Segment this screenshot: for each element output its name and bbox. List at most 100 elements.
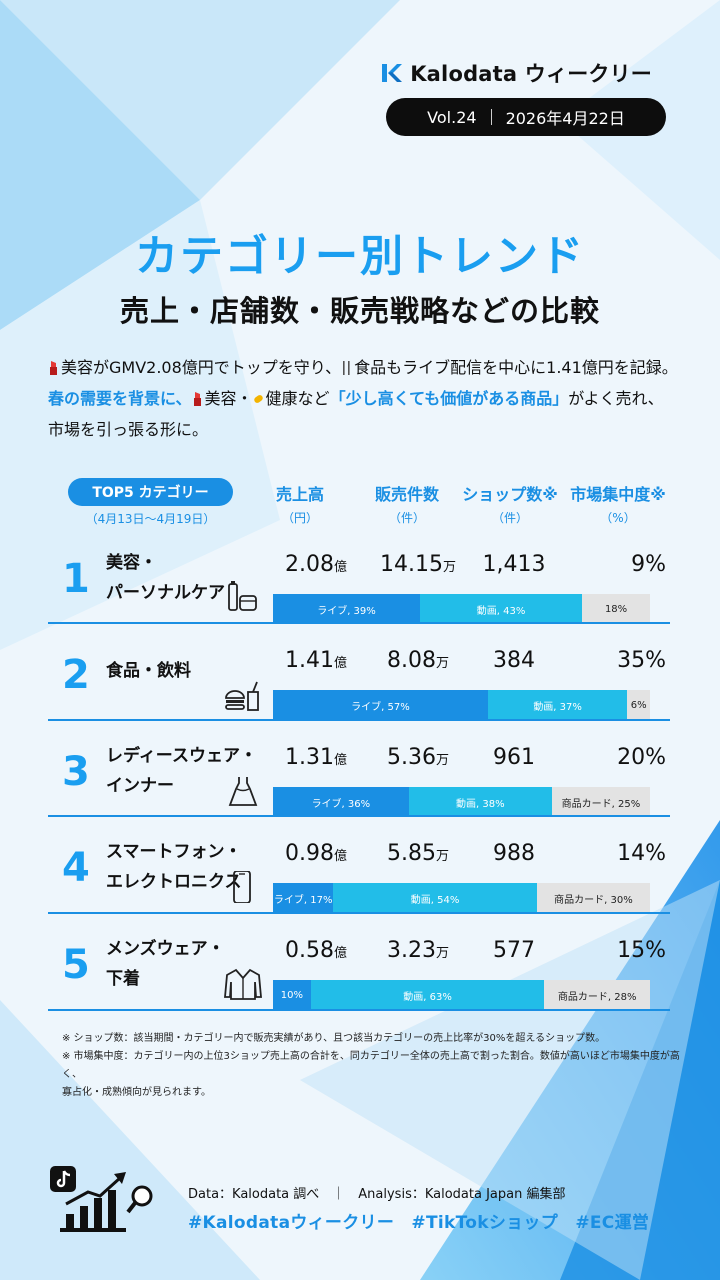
count-number: 5.85 <box>387 841 436 866</box>
bar-segment-video: 動画, 43% <box>420 594 583 624</box>
category-name-line: スマートフォン・ <box>106 842 242 862</box>
table-row: 2 食品・飲料 1.41億 8.08万 384 35% ライブ, 57% 動画, … <box>48 634 670 732</box>
sales-number: 2.08 <box>285 552 334 577</box>
kalodata-logo <box>382 64 403 82</box>
sales-unit: 億 <box>333 946 347 961</box>
count-number: 8.08 <box>387 648 436 673</box>
issue-pill: Vol.24 2026年4月22日 <box>386 98 666 136</box>
category-name-line: レディースウェア・ <box>106 746 257 766</box>
sales-value: 1.41億 <box>266 648 366 673</box>
category-name-line: 美容・ <box>106 553 157 573</box>
category-name: メンズウェア・ 下着 <box>106 934 225 994</box>
summary-part: 健康など <box>265 389 330 408</box>
bar-segment-other: 6% <box>627 690 650 720</box>
table-row: 5 メンズウェア・ 下着 0.58億 3.23万 577 15% 10% 動画, 6… <box>48 924 670 1022</box>
summary-part: 美容・ <box>204 389 253 408</box>
rank-number: 2 <box>62 652 90 698</box>
bar-segment-other: 18% <box>582 594 650 624</box>
smartphone-icon <box>223 870 263 904</box>
rank-number: 1 <box>62 556 90 602</box>
row-divider <box>48 622 670 624</box>
count-number: 3.23 <box>387 938 436 963</box>
column-unit-concentration: （%） <box>600 511 636 525</box>
count-unit: 万 <box>442 560 456 575</box>
sales-number: 1.31 <box>285 745 334 770</box>
sales-number: 0.58 <box>285 938 334 963</box>
summary-part: 食品もライブ配信を中心に1.41億円を記録。 <box>354 358 678 377</box>
footnote: ※ ショップ数：該当期間・カテゴリー内で販売実績があり、且つ該当カテゴリーの売上… <box>62 1033 606 1044</box>
bar-segment-video: 動画, 54% <box>333 883 537 913</box>
period-label: （4月13日～4月19日） <box>85 512 216 526</box>
lipstick-icon <box>50 361 57 375</box>
fork-knife-icon <box>343 361 350 375</box>
table-row: 4 スマートフォン・ エレクトロニクス 0.98億 5.85万 988 14% ラ… <box>48 827 670 925</box>
category-name: 食品・飲料 <box>106 661 191 681</box>
bar-segment-live: ライブ, 17% <box>273 883 334 913</box>
footnote: 寡占化・成熟傾向が見られます。 <box>62 1087 211 1098</box>
issue-separator <box>490 109 492 125</box>
category-name-line: エレクトロニクス <box>106 872 242 892</box>
sales-channel-bar: ライブ, 39% 動画, 43% 18% <box>273 594 650 624</box>
column-unit-shops: （件） <box>491 511 528 525</box>
rank-number: 5 <box>62 942 90 988</box>
lipstick-icon <box>193 392 201 406</box>
rank-number: 3 <box>62 749 90 795</box>
count-value: 3.23万 <box>366 938 470 963</box>
count-unit: 万 <box>435 849 449 864</box>
summary-text: 美容がGMV2.08億円でトップを守り、 食品もライブ配信を中心に1.41億円を記… <box>48 352 678 445</box>
count-value: 5.85万 <box>366 841 470 866</box>
count-unit: 万 <box>435 656 449 671</box>
shirt-icon <box>223 968 263 1000</box>
page-title: カテゴリー別トレンド <box>135 232 585 282</box>
concentration-value: 14% <box>617 841 666 866</box>
concentration-value: 20% <box>617 745 666 770</box>
bar-segment-video: 動画, 37% <box>487 690 628 720</box>
row-divider <box>48 719 670 721</box>
column-unit-sales: （円） <box>281 511 318 525</box>
analytics-icon <box>50 1166 153 1232</box>
sales-number: 0.98 <box>285 841 334 866</box>
count-number: 14.15 <box>380 552 443 577</box>
sales-channel-bar: ライブ, 57% 動画, 37% 6% <box>273 690 650 720</box>
sales-unit: 億 <box>333 849 347 864</box>
sales-value: 0.98億 <box>266 841 366 866</box>
row-divider <box>48 1009 670 1011</box>
category-name-line: パーソナルケア <box>106 583 225 603</box>
category-name-line: インナー <box>106 776 174 796</box>
column-header-sales: 売上高 <box>275 485 324 504</box>
issue-vol: Vol.24 <box>427 107 477 127</box>
brand: Kalodata ウィークリー <box>380 58 652 88</box>
shops-value: 1,413 <box>482 552 546 577</box>
sales-number: 1.41 <box>285 648 334 673</box>
top5-label: TOP5 カテゴリー <box>68 478 233 506</box>
summary-highlight: 「少し高くても価値がある商品」 <box>329 389 569 408</box>
food-drink-icon <box>223 680 263 712</box>
footnote: ※ 市場集中度：カテゴリー内の上位3ショップ売上高の合計を、同カテゴリー全体の売… <box>62 1051 680 1080</box>
shops-value: 961 <box>493 745 535 770</box>
shops-value: 577 <box>493 938 535 963</box>
category-name: 美容・パーソナルケア <box>106 548 225 608</box>
sales-unit: 億 <box>333 753 347 768</box>
footnotes: ※ ショップ数：該当期間・カテゴリー内で販売実績があり、且つ該当カテゴリーの売上… <box>62 1030 682 1102</box>
page-subtitle: 売上・店舗数・販売戦略などの比較 <box>119 294 600 328</box>
pill-icon <box>253 395 263 403</box>
category-name-line: 下着 <box>106 969 140 989</box>
concentration-value: 15% <box>617 938 666 963</box>
cosmetics-icon <box>223 580 263 612</box>
hashtags: #Kalodataウィークリー #TikTokショップ #EC運営 <box>188 1213 650 1233</box>
bar-segment-live: ライブ, 57% <box>273 690 488 720</box>
bar-segment-live: ライブ, 36% <box>273 787 409 817</box>
count-value: 14.15万 <box>366 552 470 577</box>
bar-segment-live: ライブ, 39% <box>273 594 421 624</box>
sales-channel-bar: 10% 動画, 63% 商品カード, 28% <box>273 980 650 1010</box>
category-name: スマートフォン・ エレクトロニクス <box>106 837 242 897</box>
rank-number: 4 <box>62 845 90 891</box>
row-divider <box>48 912 670 914</box>
bar-segment-other: 商品カード, 30% <box>536 883 650 913</box>
count-number: 5.36 <box>387 745 436 770</box>
sales-value: 1.31億 <box>266 745 366 770</box>
bar-segment-other: 商品カード, 25% <box>551 787 650 817</box>
sales-value: 2.08億 <box>266 552 366 577</box>
concentration-value: 9% <box>631 552 666 577</box>
